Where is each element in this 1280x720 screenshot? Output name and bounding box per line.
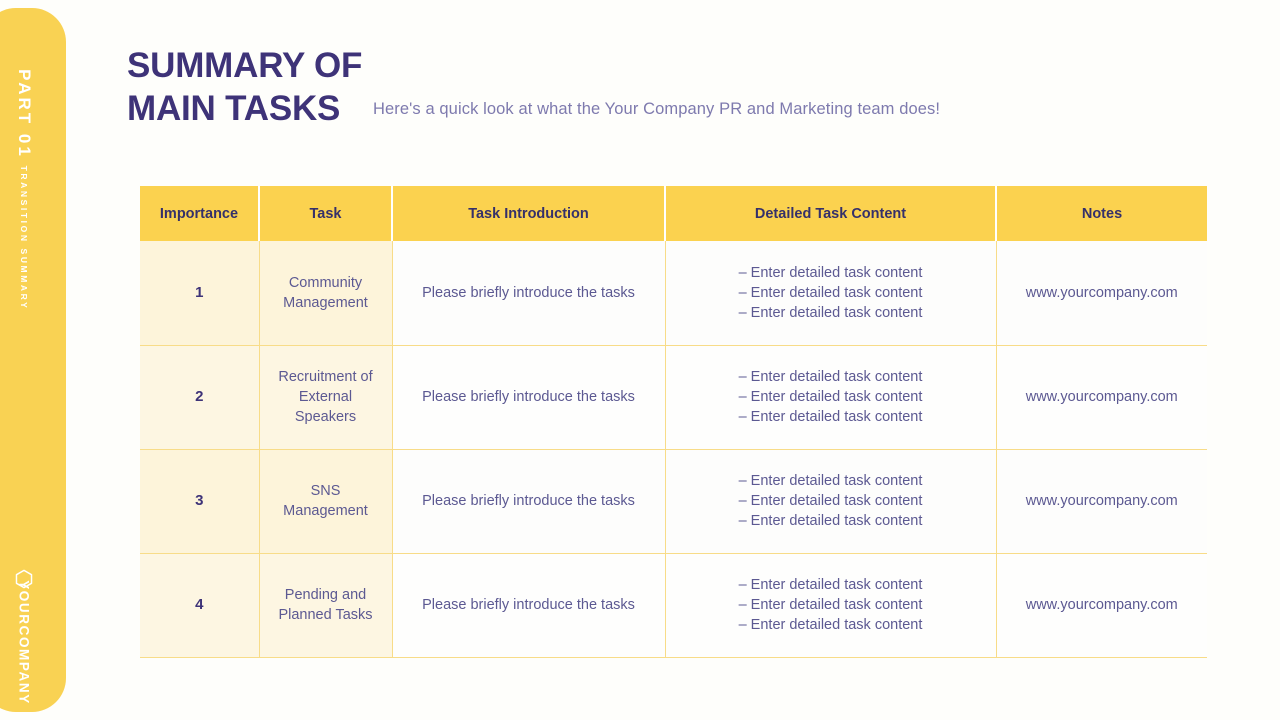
cell-task: Pending and Planned Tasks	[259, 553, 393, 658]
tasks-table-head: Importance Task Task Introduction Detail…	[140, 186, 1207, 241]
task-line-1: SNS Management	[283, 483, 368, 519]
table-row: 1 Community Management Please briefly in…	[140, 241, 1207, 346]
detail-line: – Enter detailed task content	[738, 304, 923, 321]
detail-line: – Enter detailed task content	[738, 369, 923, 385]
task-line-1: Recruitment of	[278, 369, 373, 385]
table-header-row: Importance Task Task Introduction Detail…	[140, 186, 1207, 241]
rail-brand-label: YOURCOMPANY	[16, 580, 32, 705]
rail-part-label: PART 01	[15, 69, 34, 159]
cell-task-introduction: Please briefly introduce the tasks	[392, 553, 666, 658]
cell-task-introduction: Please briefly introduce the tasks	[392, 449, 666, 554]
side-rail: PART 01 TRANSITION SUMMARY YOURCOMPANY	[0, 8, 66, 712]
detail-list: – Enter detailed task content – Enter de…	[739, 471, 923, 531]
detail-list: – Enter detailed task content – Enter de…	[739, 263, 923, 323]
cell-detailed-task-content: – Enter detailed task content – Enter de…	[665, 345, 997, 450]
cell-notes: www.yourcompany.com	[996, 345, 1207, 450]
notes-link[interactable]: www.yourcompany.com	[1025, 284, 1178, 301]
rail-section-label: TRANSITION SUMMARY	[19, 165, 29, 311]
cell-task: Recruitment of External Speakers	[259, 345, 393, 450]
cell-detailed-task-content: – Enter detailed task content – Enter de…	[665, 553, 997, 658]
table-row: 3 SNS Management Please briefly introduc…	[140, 449, 1207, 554]
task-line-2: Planned Tasks	[278, 607, 373, 623]
page-title-line-1: SUMMARY OF	[127, 46, 363, 85]
cell-task: SNS Management	[259, 449, 393, 554]
column-header-notes: Notes	[996, 186, 1207, 241]
cell-importance: 4	[140, 553, 260, 658]
detail-line: – Enter detailed task content	[738, 617, 923, 633]
notes-link[interactable]: www.yourcompany.com	[1025, 493, 1178, 509]
task-line-1: Pending and	[284, 587, 367, 603]
detail-line: – Enter detailed task content	[738, 473, 923, 489]
cell-importance: 1	[140, 241, 260, 346]
column-header-importance: Importance	[140, 186, 260, 241]
table-row: 4 Pending and Planned Tasks Please brief…	[140, 553, 1207, 658]
cell-detailed-task-content: – Enter detailed task content – Enter de…	[665, 241, 997, 346]
cell-importance: 3	[140, 449, 260, 554]
detail-line: – Enter detailed task content	[738, 389, 923, 405]
cell-task: Community Management	[259, 241, 393, 346]
task-line-1: Community	[288, 274, 363, 291]
tasks-table-body: 1 Community Management Please briefly in…	[140, 241, 1207, 658]
detail-line: – Enter detailed task content	[738, 493, 923, 509]
column-header-task: Task	[259, 186, 393, 241]
cell-notes: www.yourcompany.com	[996, 449, 1207, 554]
cell-notes: www.yourcompany.com	[996, 553, 1207, 658]
tasks-table: Importance Task Task Introduction Detail…	[140, 186, 1207, 658]
table-row: 2 Recruitment of External Speakers Pleas…	[140, 345, 1207, 450]
page-title-line-2: MAIN TASKS	[127, 89, 341, 128]
notes-link[interactable]: www.yourcompany.com	[1025, 597, 1178, 613]
detail-list: – Enter detailed task content – Enter de…	[739, 367, 923, 427]
detail-line: – Enter detailed task content	[738, 264, 923, 281]
task-line-2: Management	[283, 294, 368, 311]
cell-notes: www.yourcompany.com	[996, 241, 1207, 346]
detail-line: – Enter detailed task content	[738, 409, 923, 425]
detail-line: – Enter detailed task content	[738, 577, 923, 593]
notes-link[interactable]: www.yourcompany.com	[1025, 389, 1178, 405]
detail-list: – Enter detailed task content – Enter de…	[739, 575, 923, 635]
cell-detailed-task-content: – Enter detailed task content – Enter de…	[665, 449, 997, 554]
hexagon-outline-icon	[13, 568, 35, 590]
page-subtitle: Here's a quick look at what the Your Com…	[373, 100, 941, 118]
cell-task-introduction: Please briefly introduce the tasks	[392, 345, 666, 450]
page-title: SUMMARY OF MAIN TASKS	[127, 44, 557, 130]
detail-line: – Enter detailed task content	[738, 513, 923, 529]
detail-line: – Enter detailed task content	[738, 284, 923, 301]
column-header-task-introduction: Task Introduction	[392, 186, 666, 241]
tasks-table-wrapper: Importance Task Task Introduction Detail…	[140, 186, 1207, 658]
detail-line: – Enter detailed task content	[738, 597, 923, 613]
column-header-detailed-task-content: Detailed Task Content	[665, 186, 997, 241]
cell-task-introduction: Please briefly introduce the tasks	[392, 241, 666, 346]
task-line-2: External Speakers	[294, 389, 357, 425]
cell-importance: 2	[140, 345, 260, 450]
